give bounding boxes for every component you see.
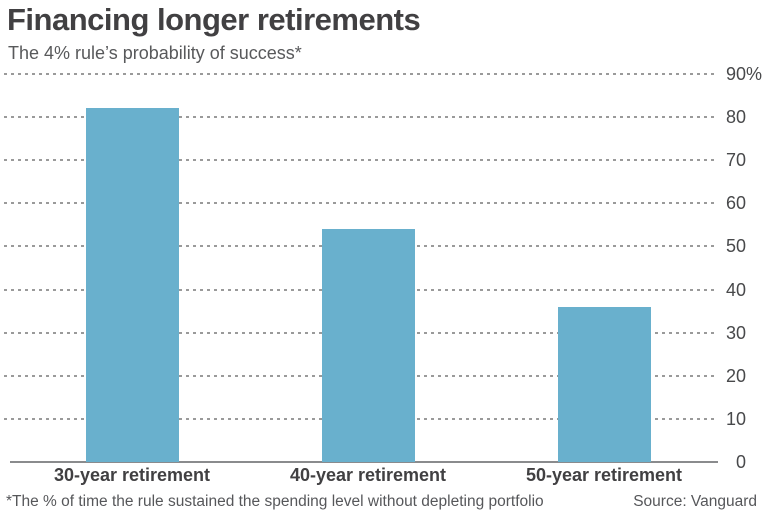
source-attribution: Source: Vanguard [633,493,757,510]
chart-footnote: *The % of time the rule sustained the sp… [6,493,544,510]
y-tick-label-10: 10 [725,408,746,429]
gridline-60 [4,202,715,205]
percent-suffix: % [746,64,763,84]
gridline-70 [4,159,715,162]
y-tick-label-70: 70 [725,150,746,171]
y-tick-label-80: 80 [725,107,746,128]
gridline-80 [4,116,715,119]
y-tick-label-60: 60 [725,193,746,214]
bar-30-year [85,108,179,462]
gridline-90 [4,73,715,75]
plot-area: 0 10 20 30 40 50 60 70 80 90% [0,64,768,472]
chart-subtitle: The 4% rule’s probability of success* [8,43,302,63]
chart-title: Financing longer retirements [7,2,421,37]
y-tick-label-50: 50 [725,236,746,257]
y-tick-label-90: 90% [725,64,763,84]
bar-40-year [321,229,415,462]
y-tick-label-40: 40 [725,279,746,300]
y-tick-label-30: 30 [725,322,746,343]
category-label-50-year: 50-year retirement [525,465,683,485]
bar-50-year [557,306,651,462]
x-axis-baseline [10,461,718,463]
y-tick-label-0: 0 [735,452,746,472]
category-label-30-year: 30-year retirement [53,465,211,485]
category-label-40-year: 40-year retirement [289,465,447,485]
y-tick-label-20: 20 [725,365,746,386]
